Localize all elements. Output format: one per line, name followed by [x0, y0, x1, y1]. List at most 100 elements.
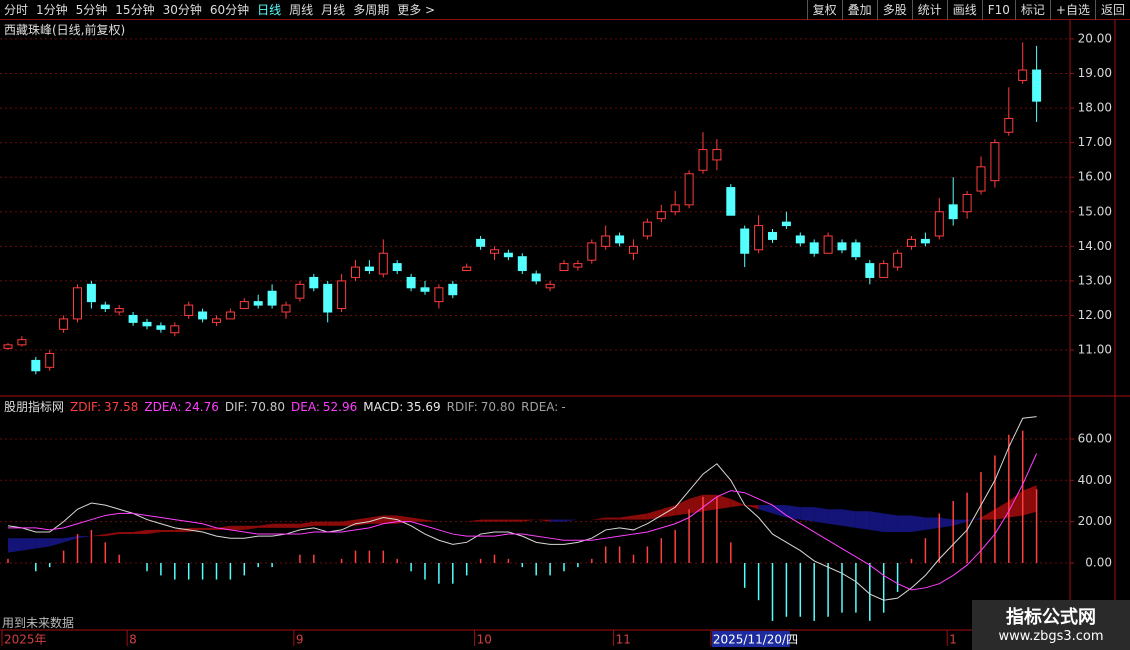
candle-body [142, 321, 152, 327]
candle-body [656, 211, 666, 220]
candle-body [712, 149, 722, 161]
tool-button[interactable]: 叠加 [841, 0, 877, 20]
candle-body [920, 238, 930, 244]
band-segment [299, 521, 314, 528]
candle-body [503, 252, 513, 258]
band-segment [675, 498, 690, 516]
band-segment [897, 515, 912, 532]
candle-body [962, 193, 972, 213]
indicator-line [8, 453, 1038, 591]
candle-body [253, 301, 263, 306]
period-tab[interactable]: 周线 [289, 3, 314, 17]
period-tab[interactable]: 1分钟 [36, 3, 68, 17]
readout-value: - [561, 400, 566, 414]
band-segment [174, 527, 189, 532]
candle-body [795, 235, 805, 244]
x-tick-label: 2025年 [4, 633, 47, 647]
x-tick-label: 2025/11/20/四 [713, 633, 798, 647]
band-segment [21, 538, 36, 551]
candle-body [128, 314, 138, 323]
tool-button[interactable]: F10 [981, 0, 1015, 20]
readout-value: 52.96 [322, 400, 358, 414]
band-segment [550, 519, 564, 522]
period-tab[interactable]: 日线 [257, 3, 282, 17]
candle-body [865, 263, 875, 278]
band-segment [786, 505, 801, 520]
readout-name: ZDIF: [70, 400, 102, 414]
band-segment [202, 527, 217, 530]
period-tab[interactable]: 分时 [4, 3, 29, 17]
band-segment [160, 529, 175, 532]
band-segment [828, 509, 842, 526]
tool-button[interactable]: +自选 [1049, 0, 1095, 20]
candle-body [212, 318, 221, 323]
band-segment [842, 509, 856, 528]
tool-button[interactable]: 返回 [1094, 0, 1130, 20]
readout: ZDEA: 24.76 [144, 400, 218, 414]
y-tick-label: 13.00 [1078, 273, 1112, 287]
band-segment [341, 519, 356, 526]
band-segment [49, 538, 64, 547]
candle-body [434, 287, 444, 303]
tool-button[interactable]: 多股 [876, 0, 912, 20]
candle-body [86, 283, 96, 303]
candle-body [684, 173, 694, 206]
x-tick-label: 9 [296, 633, 304, 647]
band-segment [119, 531, 134, 535]
band-segment [744, 505, 759, 510]
tool-button[interactable]: 复权 [806, 0, 842, 20]
candle-body [3, 344, 13, 349]
period-tab[interactable]: 30分钟 [162, 3, 202, 17]
band-segment [925, 517, 940, 530]
candle-body [851, 242, 861, 258]
candle-body [295, 283, 305, 299]
band-segment [800, 507, 815, 522]
candle-body [239, 301, 249, 310]
band-segment [716, 494, 731, 510]
band-segment [188, 527, 203, 532]
period-tab[interactable]: 15分钟 [115, 3, 155, 17]
period-tab[interactable]: 60分钟 [209, 3, 250, 17]
y-tick-label: 60.00 [1078, 431, 1112, 445]
candle-body [59, 318, 69, 330]
period-tab[interactable]: 更多 > [397, 3, 436, 17]
readout-name: RDEA: [521, 400, 559, 414]
candle-body [642, 221, 652, 237]
y-tick-label: 20.00 [1078, 514, 1112, 528]
candle-body [587, 242, 597, 261]
candle-body [1018, 69, 1028, 81]
indicator-name: 股朋指标网 [4, 400, 65, 414]
candle-body [267, 290, 277, 306]
y-tick-label: 15.00 [1078, 204, 1112, 218]
candle-body [225, 311, 235, 320]
band-segment [633, 513, 648, 520]
tool-button[interactable]: 标记 [1014, 0, 1050, 20]
indicator-readout: 股朋指标网 ZDIF: 37.58 ZDEA: 24.76 DIF: 70.80 DEA: 52… [4, 398, 572, 415]
candle-body [448, 283, 458, 296]
readout: MACD: 35.69 [363, 400, 440, 414]
candle-body [698, 149, 708, 171]
band-segment [981, 509, 995, 520]
candle-body [406, 276, 416, 289]
tool-button[interactable]: 统计 [911, 0, 947, 20]
period-tab[interactable]: 多周期 [353, 3, 390, 17]
band-segment [883, 513, 898, 532]
band-segment [272, 523, 286, 528]
candle-body [726, 187, 736, 216]
candle-body [184, 304, 194, 316]
readout-name: MACD: [363, 400, 404, 414]
candle-body [45, 352, 55, 368]
band-segment [105, 531, 120, 537]
cursor-date-bg [711, 631, 790, 647]
readout: RDEA: - [521, 400, 566, 414]
period-tab[interactable]: 月线 [321, 3, 346, 17]
candle-body [948, 204, 958, 220]
candle-body [559, 263, 569, 272]
future-note: 用到未来数据 [2, 616, 75, 630]
band-segment [647, 509, 662, 520]
candle-body [170, 325, 180, 334]
candle-body [114, 308, 124, 313]
candle-body [309, 276, 319, 289]
tool-button[interactable]: 画线 [946, 0, 982, 20]
period-tab[interactable]: 5分钟 [75, 3, 108, 17]
